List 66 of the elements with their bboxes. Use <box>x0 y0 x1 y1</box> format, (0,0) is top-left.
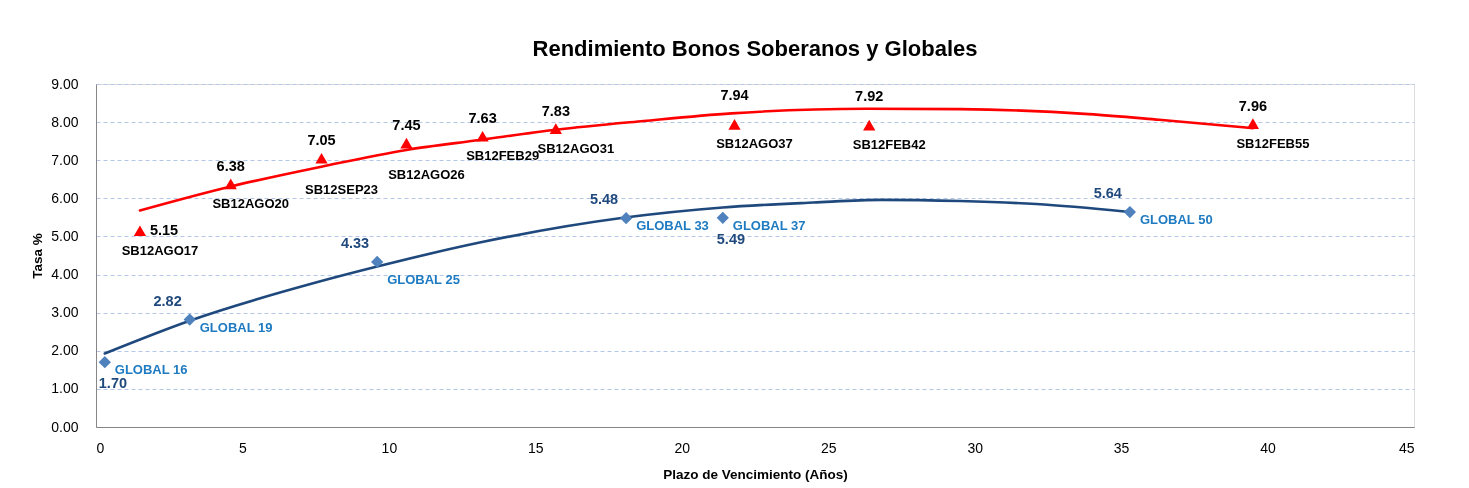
annotation: SB12FEB55 <box>1236 135 1310 151</box>
data-label: 4.33 <box>340 234 370 251</box>
x-tick-label: 25 <box>820 439 837 456</box>
point <box>863 119 876 131</box>
data-label: 7.63 <box>468 110 497 127</box>
annotation: SB12FEB42 <box>852 137 926 153</box>
point <box>98 356 111 369</box>
point <box>716 211 729 224</box>
x-tick-label: 15 <box>528 439 544 456</box>
data-label: 5.48 <box>589 191 619 208</box>
x-tick-label: 20 <box>674 439 691 456</box>
data-label: 5.49 <box>716 230 746 247</box>
x-tick-label: 5 <box>239 439 248 456</box>
data-label: 7.96 <box>1238 97 1268 114</box>
y-tick-label: 0.00 <box>51 418 79 435</box>
annotation: GLOBAL 16 <box>114 362 188 378</box>
point <box>620 212 633 225</box>
x-tick-label: 45 <box>1398 439 1415 456</box>
y-tick-label: 8.00 <box>51 113 79 130</box>
annotation: SB12AGO26 <box>388 167 465 183</box>
data-label: 1.70 <box>98 375 128 392</box>
x-tick-label: 10 <box>381 439 398 456</box>
point <box>133 225 147 237</box>
data-label: 7.92 <box>855 88 884 105</box>
x-tick-label: 0 <box>96 439 105 456</box>
annotation: GLOBAL 19 <box>199 319 273 335</box>
data-label: 5.64 <box>1093 185 1122 202</box>
data-label: 6.38 <box>216 157 245 174</box>
y-tick-label: 5.00 <box>51 227 79 244</box>
point <box>224 178 237 190</box>
point <box>400 137 413 149</box>
y-tick-label: 3.00 <box>51 304 79 321</box>
point <box>728 119 741 130</box>
x-tick-label: 30 <box>967 439 984 456</box>
point <box>315 153 328 164</box>
annotation: SB12AGO17 <box>121 242 199 258</box>
y-tick-label: 9.00 <box>51 75 79 92</box>
point <box>183 313 196 326</box>
data-label: 7.83 <box>541 102 570 119</box>
y-tick-label: 6.00 <box>51 189 79 206</box>
y-tick-label: 1.00 <box>51 380 79 397</box>
x-axis-title: Plazo de Vencimiento (Años) <box>663 466 848 482</box>
point <box>1123 205 1137 219</box>
point <box>549 123 562 134</box>
data-label: 7.05 <box>307 132 336 149</box>
annotation: GLOBAL 37 <box>732 217 806 233</box>
annotation: SB12SEP23 <box>305 182 379 198</box>
x-tick-label: 35 <box>1113 439 1130 456</box>
y-tick-label: 4.00 <box>51 266 79 283</box>
annotation: GLOBAL 25 <box>387 271 460 287</box>
chart-title: Rendimiento Bonos Soberanos y Globales <box>532 36 978 61</box>
point <box>1246 118 1260 129</box>
x-tick-label: 40 <box>1260 439 1277 456</box>
y-axis-title: Tasa % <box>30 233 46 279</box>
annotation: GLOBAL 50 <box>1139 212 1213 228</box>
point <box>371 255 384 269</box>
data-label: 7.45 <box>392 117 421 134</box>
point <box>476 130 489 142</box>
data-label: 2.82 <box>153 292 182 309</box>
y-tick-label: 2.00 <box>51 342 79 359</box>
annotation: SB12AGO37 <box>716 136 793 152</box>
data-label: 7.94 <box>720 87 749 104</box>
y-tick-label: 7.00 <box>51 151 79 168</box>
annotation: GLOBAL 33 <box>636 218 709 234</box>
annotation: SB12AGO20 <box>212 195 290 211</box>
data-label: 5.15 <box>149 221 179 238</box>
